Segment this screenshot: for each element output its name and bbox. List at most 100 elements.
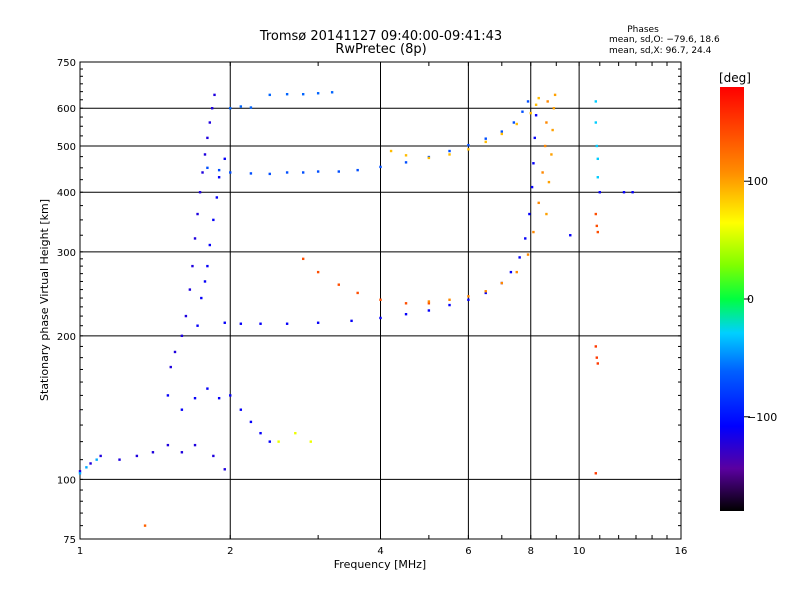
echo-point [301,257,305,261]
echo-point [448,303,451,307]
x-tick-label: 8 [528,546,534,557]
echo-point [223,468,226,471]
echo-point [208,121,212,124]
echo-point [89,462,92,465]
echo-point [448,149,451,153]
echo-point [427,309,431,312]
echo-point [259,431,262,435]
echo-point [551,128,554,132]
echo-point [356,168,359,172]
echo-point [598,191,601,194]
echo-point [249,106,253,109]
echo-point [356,291,359,295]
echo-point [541,171,544,174]
echo-point [512,121,516,124]
echo-point [515,122,518,126]
echo-point [196,212,199,216]
echo-point [337,283,341,286]
echo-point [151,451,155,454]
echo-point [537,201,540,205]
phase-legend-x: mean, sd,X: 96.7, 24.4 [609,46,712,56]
echo-point [166,394,170,397]
echo-point [217,168,221,172]
echo-point [285,171,289,174]
echo-point [188,288,192,291]
echo-point [337,170,341,173]
echo-point [427,300,431,303]
echo-point [534,103,538,107]
echo-point [526,253,530,256]
echo-point [203,153,207,156]
echo-point [533,136,536,140]
echo-point [509,270,513,274]
colorbar-ticks: 100 0 −100 [744,175,777,424]
echo-point [193,443,197,447]
y-tick-label: 300 [57,248,76,259]
echo-point [552,107,556,110]
x-tick-label: 4 [377,546,383,557]
x-tick-label: 16 [675,546,688,557]
echo-point [524,237,527,240]
echo-point [206,264,209,268]
echo-point [212,218,215,222]
echo-point [217,176,221,179]
echo-point [206,136,209,140]
echo-point [404,302,408,305]
echo-point [553,93,557,97]
echo-point [546,100,549,103]
echo-point [545,212,548,216]
echo-point [518,256,521,259]
echo-point [268,93,271,97]
echo-point [521,110,524,113]
colorbar-label: [deg] [719,71,751,85]
echo-point [427,302,431,305]
echo-point [229,394,232,397]
echo-point [301,171,305,174]
echo-point [316,270,320,274]
echo-point [135,454,139,458]
y-tick-label: 400 [57,188,76,199]
echo-point [389,149,393,153]
echo-point [379,316,382,320]
echo-point [210,107,214,110]
echo-point [550,153,553,156]
y-tick-label: 600 [57,104,76,115]
echo-point [212,454,215,458]
echo-point [500,132,504,136]
echo-point [545,121,548,124]
echo-point [596,176,599,179]
echo-point [534,114,538,117]
echo-point [99,454,102,458]
x-tick-label: 2 [227,546,233,557]
echo-point [201,171,204,174]
echo-point [532,162,535,165]
echo-point [249,172,253,175]
echo-point [85,466,88,469]
echo-point [239,105,243,108]
phase-legend-o: mean, sd,O: −79.6, 18.6 [609,35,720,45]
phase-legend-title: Phases [627,25,659,35]
echo-point [316,170,320,173]
echo-point [622,191,626,194]
echo-point [330,91,334,94]
echo-point [595,144,599,148]
echo-point [285,93,289,96]
echo-point [268,440,271,443]
echo-point [484,291,487,295]
chart-subtitle: RwPretec (8p) [335,42,426,57]
echo-point [631,191,634,194]
echo-point [223,321,226,324]
x-axis: 1 2 4 6 8 10 16 [77,62,688,557]
echo-point [404,161,408,164]
echo-point [569,234,572,237]
echo-point [316,321,320,324]
colorbar-tick-label: 100 [747,175,768,188]
echo-point [249,420,253,424]
x-axis-label: Frequency [MHz] [334,558,426,571]
colorbar-gradient [720,87,744,511]
echo-point [467,143,470,147]
echo-point [500,130,504,133]
chart-title: Tromsø 20141127 09:40:00-09:41:43 [259,29,502,44]
echo-point [309,440,312,443]
echo-point [594,121,598,124]
